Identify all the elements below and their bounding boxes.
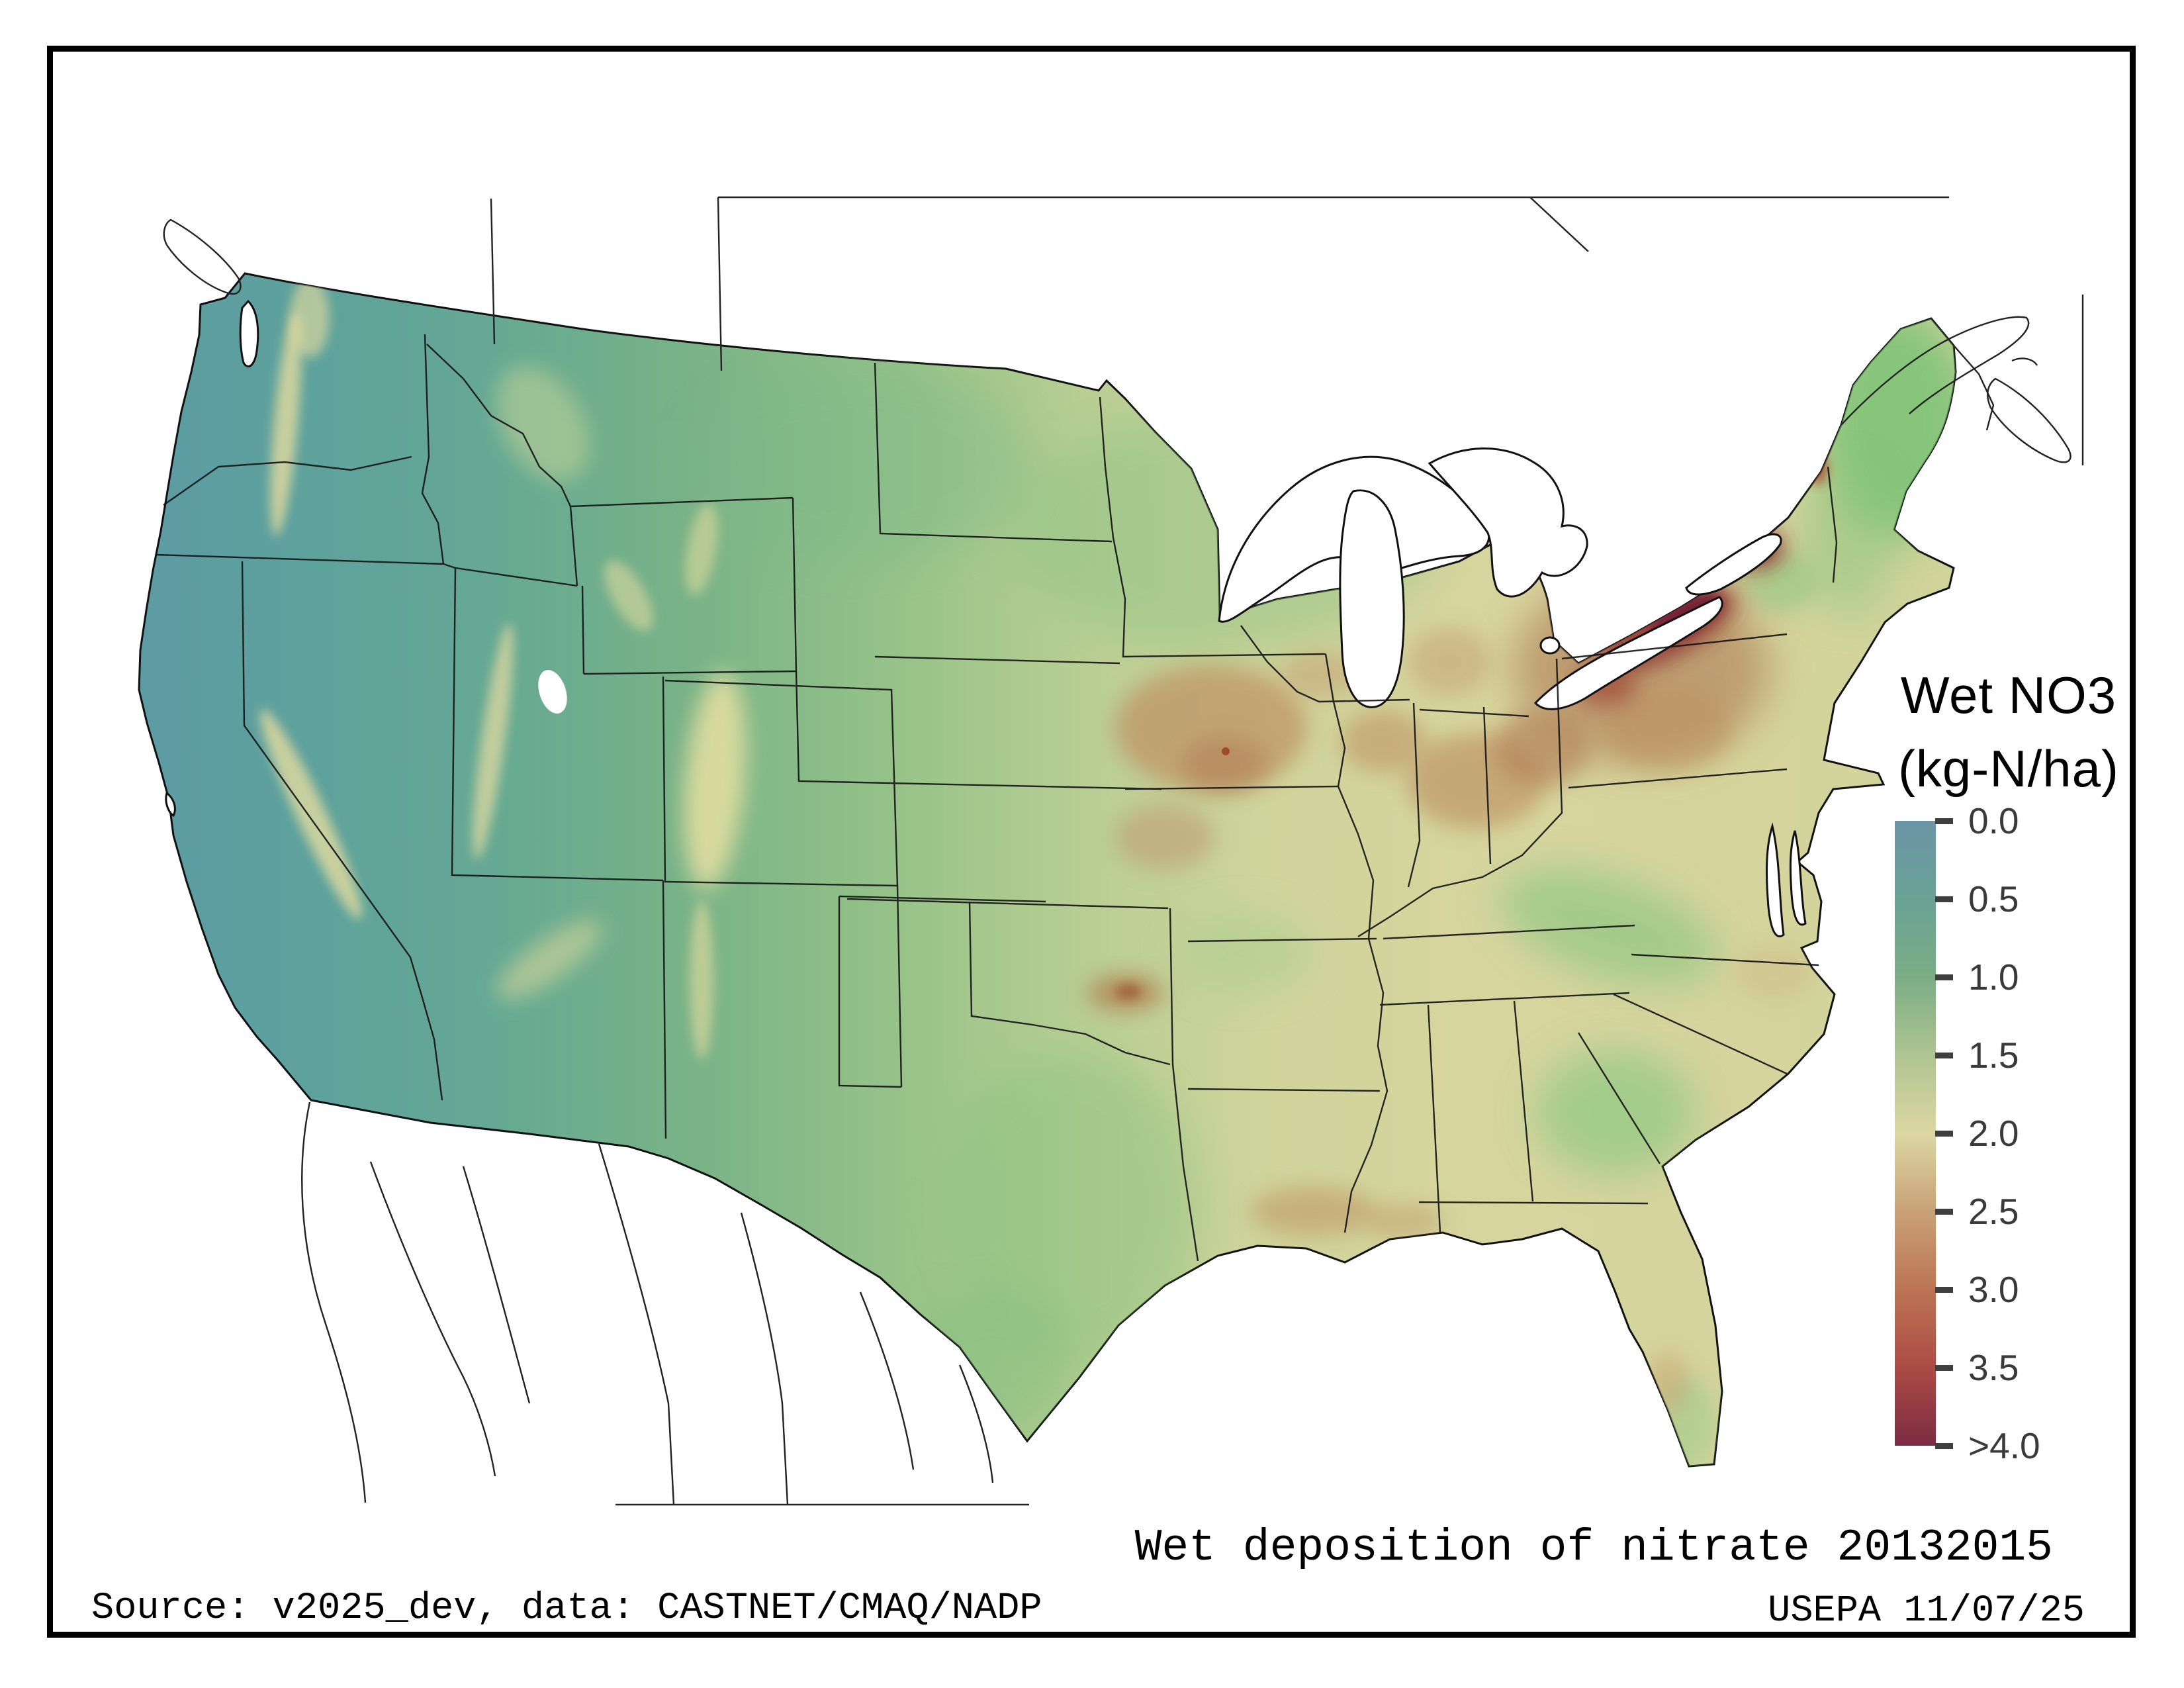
- north-cascades-ridge: [290, 278, 330, 357]
- legend-colorbar: [1895, 821, 1936, 1446]
- georgia-green: [1535, 1049, 1694, 1175]
- washington-small-hotspot: [293, 269, 300, 277]
- florida-brown-patch: [1647, 1352, 1689, 1415]
- lake-st-clair: [1541, 637, 1559, 653]
- legend-title: Wet NO3 (kg-N/ha): [1880, 659, 2138, 806]
- colorbar-tick-label: 1.0: [1968, 956, 2127, 998]
- colorbar-tick-mark: [1935, 974, 1953, 980]
- figure-canvas: { "legend": { "title_line1": "Wet NO3", …: [0, 0, 2184, 1688]
- colorbar-tick-mark: [1935, 1443, 1953, 1449]
- colorbar-tick-label: 2.5: [1968, 1190, 2127, 1233]
- colorbar-tick-mark: [1935, 896, 1953, 902]
- colorbar-tick-label: 1.5: [1968, 1034, 2127, 1076]
- colorbar-tick-mark: [1935, 1365, 1953, 1371]
- legend-title-units: (kg-N/ha): [1880, 732, 2138, 806]
- new-brunswick: [1954, 346, 1993, 430]
- colorbar-tick-mark: [1935, 1053, 1953, 1058]
- tidewater-tan-patch: [1734, 945, 1813, 1001]
- south-texas-green: [907, 1291, 1079, 1436]
- colorbar-tick-label: 3.0: [1968, 1268, 2127, 1311]
- ozarks-green: [1178, 917, 1310, 990]
- iowa-brown-core: [1181, 737, 1267, 792]
- map-title: Wet deposition of nitrate 20132015: [1135, 1523, 2053, 1573]
- conus-deposition-map: [0, 0, 2184, 1688]
- colorbar-tick-label: 3.5: [1968, 1346, 2127, 1389]
- colorbar-tick-mark: [1935, 818, 1953, 824]
- nova-scotia: [1987, 379, 2070, 462]
- michigan-brown-patch: [1408, 628, 1490, 696]
- agency-date: USEPA 11/07/25: [1768, 1590, 2085, 1632]
- lake-michigan: [1340, 491, 1404, 708]
- new-england-green: [1800, 470, 1893, 616]
- new-mexico-ridge: [690, 900, 713, 1059]
- louisiana-gulf-patch: [1251, 1186, 1377, 1237]
- colorbar-tick-mark: [1935, 1209, 1953, 1215]
- mississippi-gulf-patch: [1363, 1204, 1443, 1239]
- source-line: Source: v2025_dev, data: CASTNET/CMAQ/NA…: [91, 1587, 1042, 1630]
- colorbar-tick-label: 0.0: [1968, 800, 2127, 842]
- vermont-hotspot: [1809, 453, 1827, 485]
- colorbar-tick-mark: [1935, 1131, 1953, 1137]
- missouri-brown-patch: [1115, 804, 1214, 870]
- colorbar-tick-label: 2.0: [1968, 1112, 2127, 1154]
- vancouver-island: [164, 220, 241, 294]
- colorbar-tick-label: >4.0: [1968, 1425, 2127, 1467]
- iowa-small-hotspot: [1222, 747, 1230, 755]
- colorbar-tick-label: 0.5: [1968, 878, 2127, 920]
- oklahoma-hotspot: [1115, 984, 1142, 1000]
- prince-edward-island: [2012, 358, 2037, 365]
- northern-plains-green: [688, 364, 1032, 563]
- colorbar-tick-mark: [1935, 1287, 1953, 1293]
- puget-sound: [240, 301, 258, 367]
- legend-title-line1: Wet NO3: [1880, 659, 2138, 732]
